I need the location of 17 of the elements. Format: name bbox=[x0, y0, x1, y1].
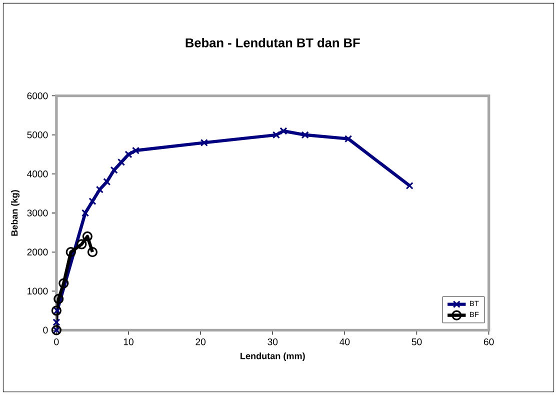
y-tick-label: 5000 bbox=[27, 131, 48, 138]
x-tick-label: 10 bbox=[124, 338, 134, 346]
x-tick-label: 60 bbox=[484, 338, 494, 346]
x-tick-label: 30 bbox=[268, 338, 278, 346]
chart-title: Beban - Lendutan BT dan BF bbox=[186, 38, 360, 48]
x-tick-label: 40 bbox=[340, 338, 350, 346]
x-tick-label: 20 bbox=[196, 338, 206, 346]
y-tick-label: 0 bbox=[43, 326, 48, 334]
y-axis-title: Beban (kg) bbox=[11, 190, 20, 236]
x-tick-label: 0 bbox=[54, 338, 59, 346]
y-tick-label: 6000 bbox=[27, 92, 48, 100]
y-tick-label: 3000 bbox=[27, 210, 48, 216]
y-tick-label: 2000 bbox=[27, 248, 48, 256]
x-axis-title: Lendutan (mm) bbox=[240, 352, 305, 361]
x-tick-label: 50 bbox=[412, 338, 422, 346]
y-tick-label: 1000 bbox=[28, 288, 48, 294]
y-tick-label: 4000 bbox=[27, 170, 48, 178]
